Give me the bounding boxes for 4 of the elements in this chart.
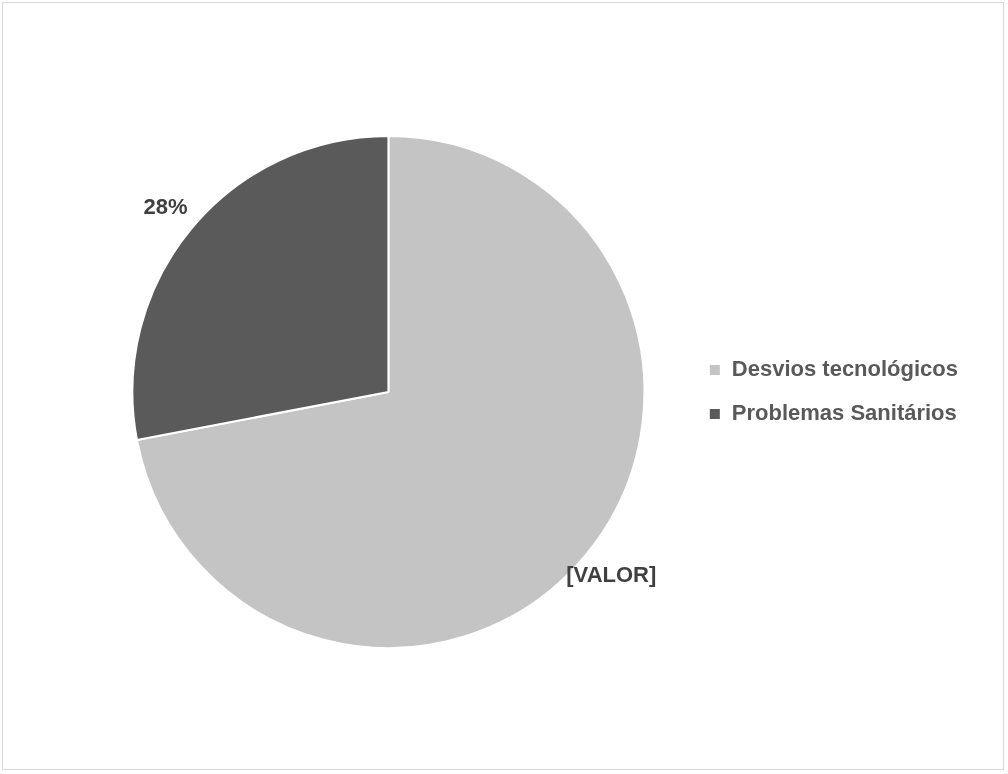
legend-label: Problemas Sanitários <box>731 400 957 426</box>
data-label: [VALOR] <box>566 562 657 588</box>
legend-label: Desvios tecnológicos <box>731 356 959 382</box>
data-label: 28% <box>143 193 188 219</box>
